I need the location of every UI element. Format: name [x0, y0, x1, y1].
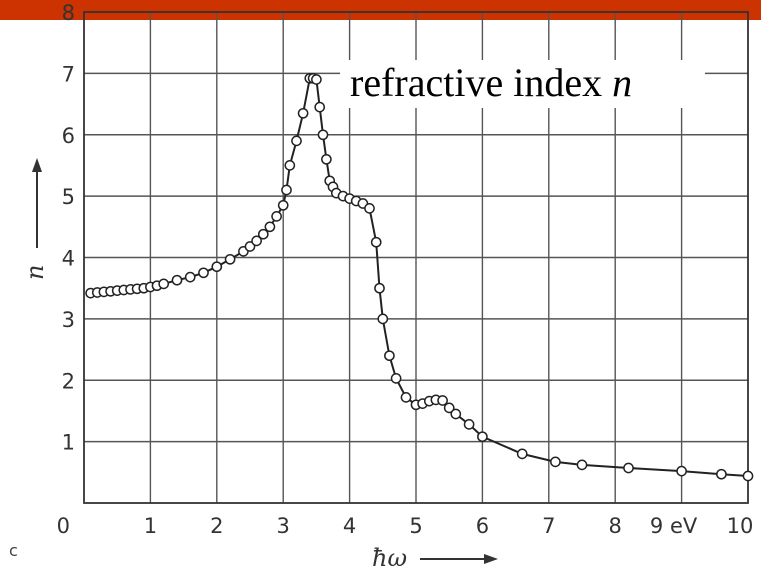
- top-color-bar: [0, 0, 761, 20]
- x-axis-ticks: 0 1 2 3 4 5 6 7 8 9 eV 10: [57, 514, 754, 538]
- data-point: [477, 431, 488, 443]
- data-point: [224, 253, 236, 265]
- data-point: [370, 236, 382, 248]
- data-point: [364, 203, 375, 214]
- data-point: [450, 408, 462, 420]
- data-point: [311, 74, 322, 85]
- chart-title: refractive index n: [350, 60, 632, 105]
- y-tick-label: 3: [62, 308, 75, 332]
- data-point: [390, 373, 402, 384]
- data-point: [251, 235, 262, 247]
- chart-title-text: refractive index: [350, 60, 602, 105]
- y-tick-label: 4: [62, 247, 75, 271]
- data-point: [314, 101, 326, 113]
- data-points: [85, 72, 754, 482]
- data-point: [623, 462, 634, 474]
- x-tick-label: 9 eV: [650, 514, 698, 538]
- y-axis-title-group: n: [21, 158, 49, 280]
- data-point: [281, 184, 292, 196]
- x-tick-label: 7: [542, 514, 555, 538]
- x-tick-label: 10: [727, 514, 754, 538]
- y-tick-label: 1: [62, 431, 75, 455]
- data-point: [437, 395, 448, 406]
- chart-title-symbol: n: [612, 60, 632, 105]
- x-tick-label: 2: [210, 514, 223, 538]
- x-axis-title: ħω: [372, 544, 407, 572]
- data-point: [463, 419, 475, 430]
- x-tick-label: 0: [57, 514, 70, 538]
- data-point: [171, 274, 183, 286]
- y-tick-label: 2: [62, 369, 75, 393]
- y-tick-label: 5: [62, 185, 75, 209]
- y-tick-label: 7: [62, 62, 75, 86]
- x-tick-label: 6: [476, 514, 489, 538]
- data-point: [716, 468, 727, 480]
- data-point: [374, 282, 385, 294]
- x-tick-label: 3: [277, 514, 290, 538]
- plot-frame: [83, 11, 749, 504]
- data-point: [400, 392, 412, 403]
- x-tick-label: 1: [144, 514, 157, 538]
- data-point: [264, 221, 276, 233]
- data-point: [317, 129, 329, 141]
- data-point: [277, 199, 289, 211]
- x-axis-title-group: ħω: [372, 544, 498, 572]
- data-point: [198, 267, 209, 279]
- data-point: [576, 459, 588, 471]
- y-tick-label: 8: [62, 1, 75, 25]
- data-point: [550, 456, 561, 468]
- x-tick-label: 5: [409, 514, 422, 538]
- data-point: [271, 211, 282, 222]
- data-point: [377, 313, 389, 325]
- y-axis-arrow-head: [32, 158, 42, 172]
- data-point: [443, 402, 455, 414]
- data-point: [211, 261, 223, 273]
- x-tick-label: 4: [343, 514, 356, 538]
- data-point: [244, 241, 256, 252]
- data-point: [291, 135, 302, 147]
- data-point: [184, 271, 196, 283]
- data-point: [676, 465, 687, 477]
- data-point: [742, 470, 754, 482]
- data-point: [257, 228, 269, 240]
- x-axis-arrow-head: [484, 554, 498, 564]
- x-tick-label: 8: [609, 514, 622, 538]
- title-background: [340, 60, 705, 108]
- data-point: [158, 278, 170, 290]
- panel-label: c: [9, 541, 18, 560]
- y-axis-ticks: 1 2 3 4 5 6 7 8: [62, 1, 75, 455]
- data-point: [284, 160, 296, 171]
- data-point: [297, 107, 309, 119]
- y-tick-label: 6: [62, 124, 75, 148]
- data-point: [516, 448, 528, 460]
- y-axis-title: n: [21, 265, 49, 280]
- data-point: [321, 153, 332, 165]
- data-point: [384, 350, 395, 362]
